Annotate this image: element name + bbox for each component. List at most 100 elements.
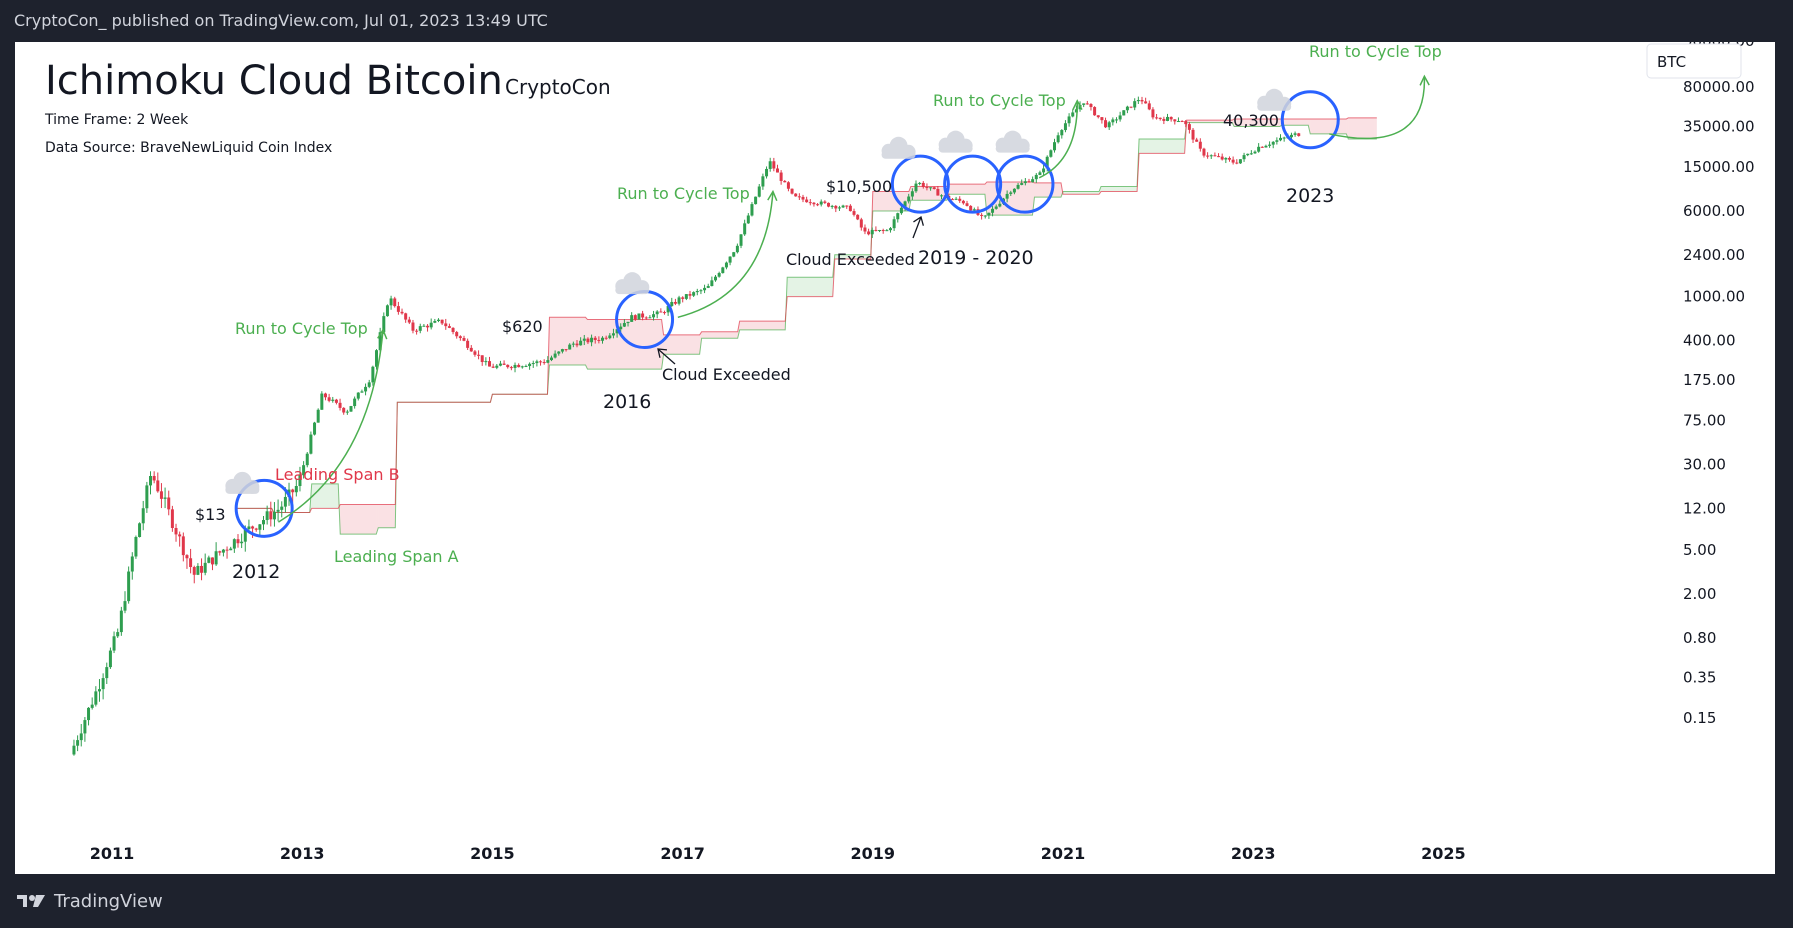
candle-body [513, 364, 517, 368]
footer-bar: TradingView [0, 874, 1793, 928]
candle-body [582, 338, 586, 341]
candle-body [823, 201, 827, 203]
candle-body [859, 219, 863, 228]
y-tick-label: 12.00 [1683, 499, 1726, 517]
candle-body [1235, 162, 1239, 164]
y-tick-label: 75.00 [1683, 412, 1726, 430]
candle-body [797, 196, 801, 198]
candle-body [998, 203, 1002, 207]
cloud-fill-segment [1310, 118, 1347, 134]
cycle-label-2023: 2023 [1286, 185, 1334, 207]
cloud-fill-segment [834, 254, 871, 259]
candle-body [79, 733, 83, 741]
cloud-fill-segment [376, 504, 379, 535]
candle-body [834, 205, 838, 209]
candle-body [1282, 137, 1286, 139]
cloud-fill-segment [378, 504, 396, 528]
candle-body [1144, 101, 1148, 104]
candle-body [276, 509, 280, 512]
candle-body [1038, 172, 1042, 175]
candle-body [334, 399, 338, 403]
pointer-arrow [657, 348, 676, 365]
candle-body [699, 290, 703, 292]
chart-subtitle-line: Data Source: BraveNewLiquid Coin Index [45, 140, 332, 156]
candle-body [491, 366, 495, 368]
candle-body [221, 549, 225, 553]
candle-body [735, 245, 739, 253]
cloud-icon-base [615, 286, 650, 295]
candle-body [436, 319, 440, 321]
cloud-icon-base [1257, 102, 1292, 111]
candle-body [852, 211, 856, 215]
candle-body [870, 229, 874, 235]
candle-body [728, 256, 732, 263]
chart-frame: 0.15 0.35 0.80 2.00 5.00 12.00 30.00 75.00 175.0… [15, 42, 1775, 874]
cloud-fill-segment [1348, 117, 1375, 139]
candle-body [378, 332, 382, 351]
candle-body [1249, 153, 1253, 155]
candle-body [1111, 119, 1115, 123]
candle-body [90, 704, 94, 708]
candle-body [568, 344, 572, 350]
cloud-fill-segment [787, 277, 833, 297]
candle-body [1227, 157, 1231, 160]
candle-body [867, 231, 871, 235]
candle-body [1020, 183, 1024, 185]
run-label-2013: Run to Cycle Top [235, 319, 368, 338]
candle-body [641, 313, 645, 318]
candle-body [364, 386, 368, 392]
candle-body [218, 551, 222, 553]
x-tick-label: 2017 [660, 844, 705, 863]
candle-body [203, 562, 207, 573]
candle-body [644, 317, 648, 319]
leading-span-a-line [235, 122, 1377, 535]
tradingview-logo[interactable]: TradingView [16, 891, 163, 912]
y-tick-label: 175.00 [1683, 371, 1736, 389]
candle-body [302, 465, 306, 476]
candle-body [819, 201, 823, 205]
candle-body [520, 366, 524, 368]
run-arrow-head [377, 328, 388, 340]
chart-svg[interactable]: 0.15 0.35 0.80 2.00 5.00 12.00 30.00 75.00 175.0… [15, 42, 1775, 874]
y-tick-label: 400.00 [1683, 332, 1736, 350]
candle-body [1082, 103, 1086, 105]
candle-body [371, 366, 375, 383]
candle-body [856, 214, 860, 220]
candle-body [528, 363, 532, 367]
candle-body [750, 204, 754, 216]
candle-body [673, 301, 677, 304]
candle-body [652, 314, 656, 318]
candle-body [272, 511, 276, 520]
cloud-test-circle [995, 154, 1055, 214]
candle-body [590, 337, 594, 343]
candle-body [1180, 121, 1184, 123]
candle-body [145, 485, 149, 509]
candle-body [845, 205, 849, 207]
candle-body [396, 306, 400, 312]
candle-body [426, 325, 430, 328]
cloud-fill-segment [340, 504, 377, 535]
candle-body [892, 219, 896, 229]
candle-body [1279, 137, 1283, 141]
candle-body [965, 203, 969, 206]
candle-body [254, 528, 258, 530]
candle-body [214, 551, 218, 565]
candle-body [1005, 193, 1009, 199]
candle-body [604, 337, 608, 339]
candle-body [611, 333, 615, 336]
candle-body [189, 558, 193, 568]
cloud-fill-segment [663, 334, 700, 355]
candle-body [987, 212, 991, 216]
candle-body [896, 213, 900, 220]
candle-body [283, 496, 287, 507]
candle-body [400, 311, 404, 314]
tradingview-logo-icon [17, 895, 45, 907]
candle-body [1140, 99, 1144, 102]
run-arrow-head [1419, 74, 1430, 86]
candle-body [557, 351, 561, 354]
candle-body [517, 364, 521, 368]
candle-body [455, 332, 459, 337]
candle-body [670, 301, 674, 306]
candle-body [342, 407, 346, 413]
candle-body [969, 205, 973, 211]
